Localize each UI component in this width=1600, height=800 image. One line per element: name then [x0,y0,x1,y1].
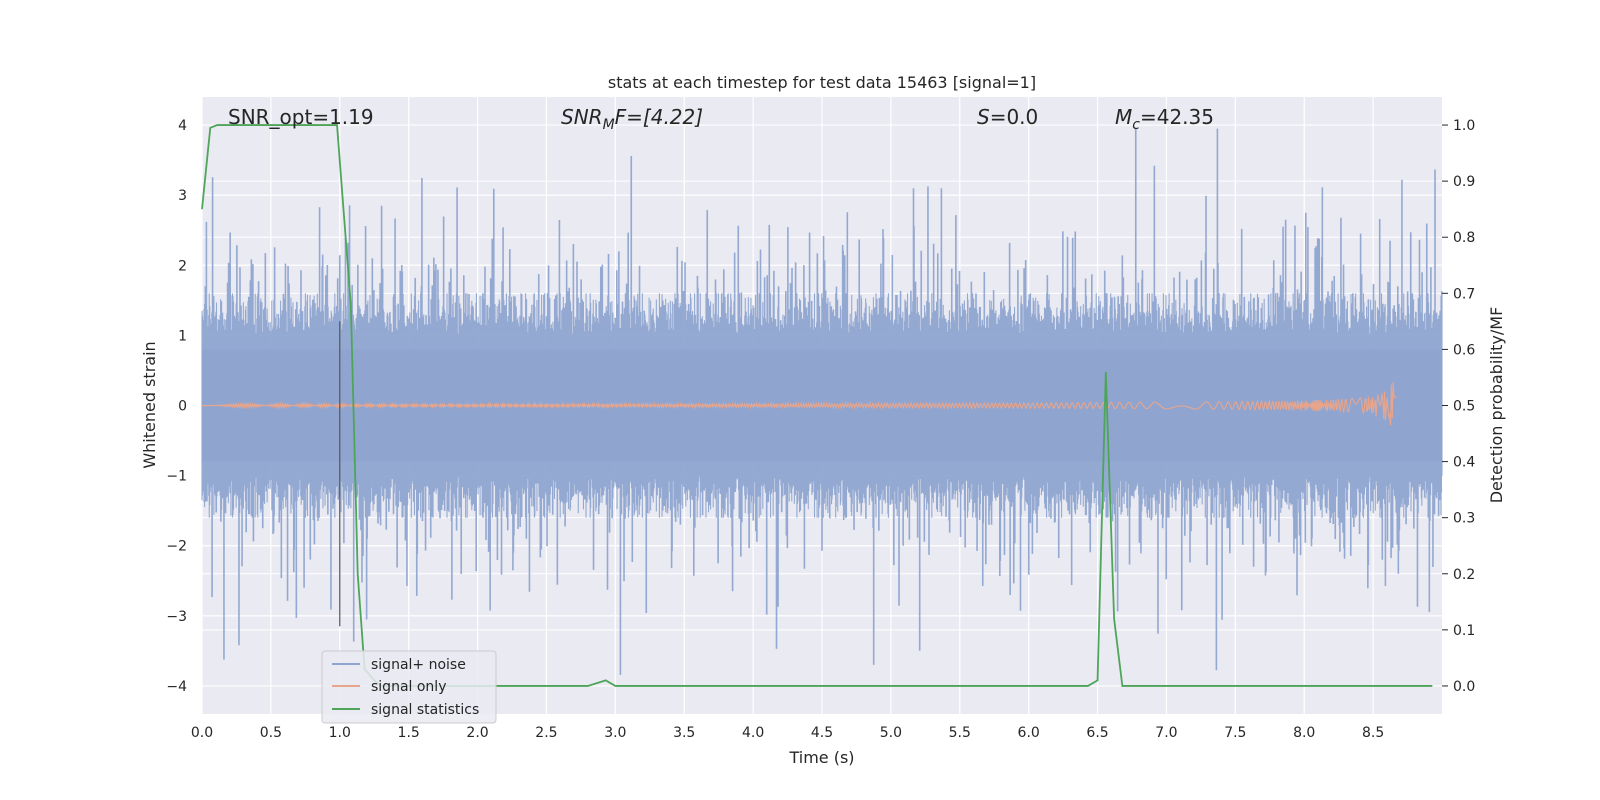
y-left-tick-label: 0 [178,399,187,415]
y-right-tick-label: 0.6 [1453,342,1475,358]
y-right-tick-label: 0.7 [1453,286,1475,302]
y-right-tick-label: 0.5 [1453,399,1475,415]
x-tick-label: 6.5 [1086,725,1108,741]
x-tick-label: 2.0 [466,725,488,741]
y-right-tick-label: 0.3 [1453,511,1475,527]
y-right-tick-label: 0.9 [1453,174,1475,190]
x-tick-label: 6.0 [1018,725,1040,741]
x-tick-label: 4.0 [742,725,764,741]
annotation-s: S=0.0 [977,105,1038,129]
x-tick-label: 1.0 [329,725,351,741]
y-right-tick-label: 1.0 [1453,118,1475,134]
y-right-tick-labels: 1.0 0.9 0.8 0.7 0.6 0.5 0.4 0.3 0.2 0.1 0.0 [1442,118,1475,695]
y-left-tick-label: 2 [178,258,187,274]
x-tick-label: 3.5 [673,725,695,741]
y-axis-label-left: Whitened strain [140,341,159,468]
y-right-tick-label: 0.0 [1453,679,1475,695]
x-tick-label: 7.5 [1224,725,1246,741]
legend-box [321,650,497,724]
x-tick-label: 5.0 [880,725,902,741]
x-tick-label: 0.5 [260,725,282,741]
y-right-tick-label: 0.8 [1453,230,1475,246]
x-tick-label: 5.5 [949,725,971,741]
x-tick-label: 7.0 [1155,725,1177,741]
y-left-tick-label: 3 [178,188,187,204]
legend-label-signal-plus-noise: signal+ noise [371,657,466,673]
y-left-tick-label: −2 [166,539,187,555]
x-tick-label: 3.0 [604,725,626,741]
x-tick-labels: 0.0 0.5 1.0 1.5 2.0 2.5 3.0 3.5 4.0 4.5 5.0 5.5 6.0 6… [191,725,1384,741]
x-tick-label: 0.0 [191,725,213,741]
x-tick-label: 2.5 [535,725,557,741]
series-signal-statistics [201,124,1433,687]
y-right-tick-label: 0.2 [1453,567,1475,583]
y-right-tick-label: 0.4 [1453,455,1475,471]
annotation-mc: Mc=42.35 [1115,105,1214,133]
y-left-tick-label: −1 [166,469,187,485]
y-left-tick-label: 4 [178,118,187,134]
annotation-snr-opt: SNR_opt=1.19 [228,105,374,129]
y-left-tick-labels: 4 3 2 1 0 −1 −2 −3 −4 [166,118,187,695]
y-left-tick-label: −4 [166,679,187,695]
x-tick-label: 8.0 [1293,725,1315,741]
y-left-tick-label: 1 [178,328,187,344]
x-axis-label: Time (s) [788,748,854,767]
legend-label-signal-only: signal only [371,679,446,695]
y-left-tick-label: −3 [166,609,187,625]
chart-title: stats at each timestep for test data 154… [608,73,1036,92]
legend: signal+ noise signal only signal statist… [321,650,497,724]
signal-only-trace [201,382,1397,426]
x-tick-label: 1.5 [398,725,420,741]
legend-label-signal-statistics: signal statistics [371,702,479,718]
annotation-snr-mf: SNRMF=[4.22] [561,105,703,133]
y-right-tick-label: 0.1 [1453,623,1475,639]
y-axis-label-right: Detection probability/MF [1487,307,1506,504]
x-tick-label: 4.5 [811,725,833,741]
x-tick-label: 8.5 [1362,725,1384,741]
series-signal-only [201,382,1397,426]
